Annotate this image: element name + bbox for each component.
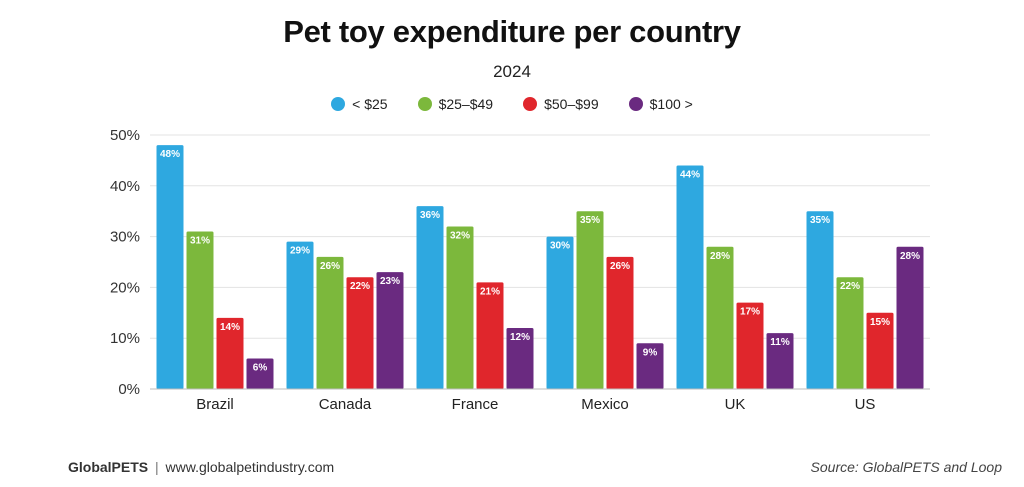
- legend-item: $25–$49: [417, 96, 494, 112]
- bar: [156, 145, 184, 389]
- y-tick-label: 0%: [118, 381, 140, 398]
- footer-brand: GlobalPETS: [68, 459, 149, 475]
- data-label: 12%: [510, 332, 530, 343]
- bar: [606, 256, 634, 389]
- data-label: 35%: [580, 215, 600, 226]
- data-label: 36%: [420, 210, 440, 221]
- x-tick-label: Brazil: [196, 396, 234, 413]
- x-tick-label: US: [855, 396, 876, 413]
- bar: [346, 277, 374, 389]
- data-labels: 48% 31% 14% 6% 29% 26% 22% 23% 36% 32% 21% 12% 30% 35…: [160, 149, 920, 373]
- bar: [576, 211, 604, 389]
- legend-item: $50–$99: [523, 96, 599, 112]
- data-label: 48%: [160, 149, 180, 160]
- bar: [896, 246, 924, 389]
- data-label: 29%: [290, 246, 310, 257]
- bar: [416, 206, 444, 389]
- legend: < $25 $25–$49 $50–$99 $100 >: [0, 96, 1024, 112]
- y-tick-label: 40%: [110, 178, 140, 195]
- data-label: 15%: [870, 317, 890, 328]
- data-label: 17%: [740, 307, 760, 318]
- x-tick-label: Mexico: [581, 396, 629, 413]
- y-tick-label: 10%: [110, 330, 140, 347]
- data-label: 28%: [900, 251, 920, 262]
- bar: [376, 272, 404, 389]
- data-label: 28%: [710, 251, 730, 262]
- y-tick-label: 20%: [110, 279, 140, 296]
- footer-source: Source: GlobalPETS and Loop: [810, 459, 1002, 475]
- footer-credit: GlobalPETS | www.globalpetindustry.com: [68, 459, 334, 475]
- data-label: 35%: [810, 215, 830, 226]
- bar: [766, 333, 794, 389]
- bars: [156, 145, 924, 389]
- data-label: 21%: [480, 286, 500, 297]
- legend-item: < $25: [331, 96, 388, 112]
- bar: [286, 241, 314, 389]
- bar: [676, 165, 704, 389]
- bar: [866, 312, 894, 389]
- bar-chart: 0% 10% 20% 30% 40% 50% 48% 31% 14% 6% 29% 26% 22% 23…: [110, 127, 930, 413]
- x-tick-label: UK: [725, 396, 746, 413]
- data-label: 23%: [380, 276, 400, 287]
- legend-swatch: [331, 97, 346, 111]
- legend-swatch: [628, 97, 643, 111]
- legend-swatch: [523, 97, 538, 111]
- data-label: 6%: [253, 363, 268, 374]
- bar: [836, 277, 864, 389]
- data-label: 31%: [190, 236, 210, 247]
- bar: [446, 226, 474, 389]
- y-tick-label: 50%: [110, 127, 140, 144]
- bar: [546, 236, 574, 389]
- data-label: 26%: [610, 261, 630, 272]
- legend-item: $100 >: [628, 96, 693, 112]
- chart-subtitle: 2024: [493, 62, 531, 81]
- legend-label: < $25: [352, 96, 388, 112]
- bar: [476, 282, 504, 389]
- legend-label: $100 >: [649, 96, 693, 112]
- bar: [246, 358, 274, 389]
- data-label: 32%: [450, 230, 470, 241]
- x-tick-label: Canada: [319, 396, 372, 413]
- bar: [736, 302, 764, 389]
- data-label: 14%: [220, 322, 240, 333]
- legend-label: $50–$99: [544, 96, 599, 112]
- bar: [216, 317, 244, 389]
- legend-label: $25–$49: [438, 96, 494, 112]
- bar: [806, 211, 834, 389]
- bar: [636, 343, 664, 389]
- gridlines: [150, 134, 930, 339]
- data-label: 44%: [680, 169, 700, 180]
- data-label: 26%: [320, 261, 340, 272]
- x-tick-label: France: [452, 396, 499, 413]
- y-axis-ticks: 0% 10% 20% 30% 40% 50%: [110, 127, 140, 398]
- footer-separator: |: [155, 459, 159, 475]
- data-label: 11%: [770, 337, 790, 348]
- data-label: 22%: [350, 281, 370, 292]
- data-label: 9%: [643, 347, 658, 358]
- bar: [186, 231, 214, 389]
- bar: [506, 328, 534, 389]
- data-label: 30%: [550, 241, 570, 252]
- bar: [706, 246, 734, 389]
- x-axis-ticks: Brazil Canada France Mexico UK US: [196, 396, 875, 413]
- bar: [316, 256, 344, 389]
- legend-swatch: [417, 97, 432, 111]
- footer-url[interactable]: www.globalpetindustry.com: [165, 459, 335, 475]
- y-tick-label: 30%: [110, 229, 140, 246]
- chart-title: Pet toy expenditure per country: [283, 14, 741, 49]
- data-label: 22%: [840, 281, 860, 292]
